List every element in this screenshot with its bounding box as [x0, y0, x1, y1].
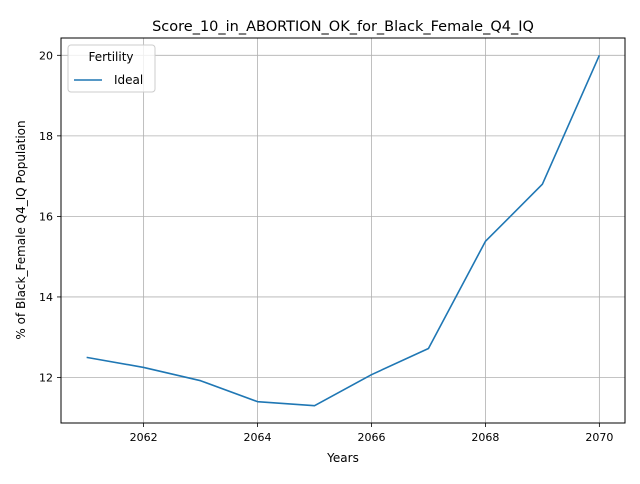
y-tick-label: 18	[39, 130, 53, 143]
grid	[61, 38, 625, 423]
x-tick-label: 2064	[244, 431, 272, 444]
y-tick-label: 12	[39, 371, 53, 384]
x-tick-label: 2066	[357, 431, 385, 444]
x-tick-label: 2062	[130, 431, 158, 444]
chart-title: Score_10_in_ABORTION_OK_for_Black_Female…	[152, 19, 534, 35]
x-axis: 2062 2064 2066 2068 2070	[130, 423, 613, 444]
x-tick-label: 2068	[471, 431, 499, 444]
series-line-ideal	[86, 54, 601, 407]
y-axis-label: % of Black_Female Q4_IQ Population	[14, 120, 28, 339]
legend-title: Fertility	[88, 50, 133, 64]
x-axis-label: Years	[326, 451, 359, 465]
y-tick-label: 14	[39, 291, 53, 304]
series-layer	[86, 54, 601, 407]
legend: Fertility Ideal	[67, 44, 156, 93]
y-axis: 12 14 16 18 20	[39, 49, 61, 384]
y-tick-label: 16	[39, 210, 53, 223]
y-tick-label: 20	[39, 49, 53, 62]
legend-label-ideal: Ideal	[114, 73, 143, 87]
axes-frame	[60, 37, 626, 424]
x-tick-label: 2070	[585, 431, 613, 444]
